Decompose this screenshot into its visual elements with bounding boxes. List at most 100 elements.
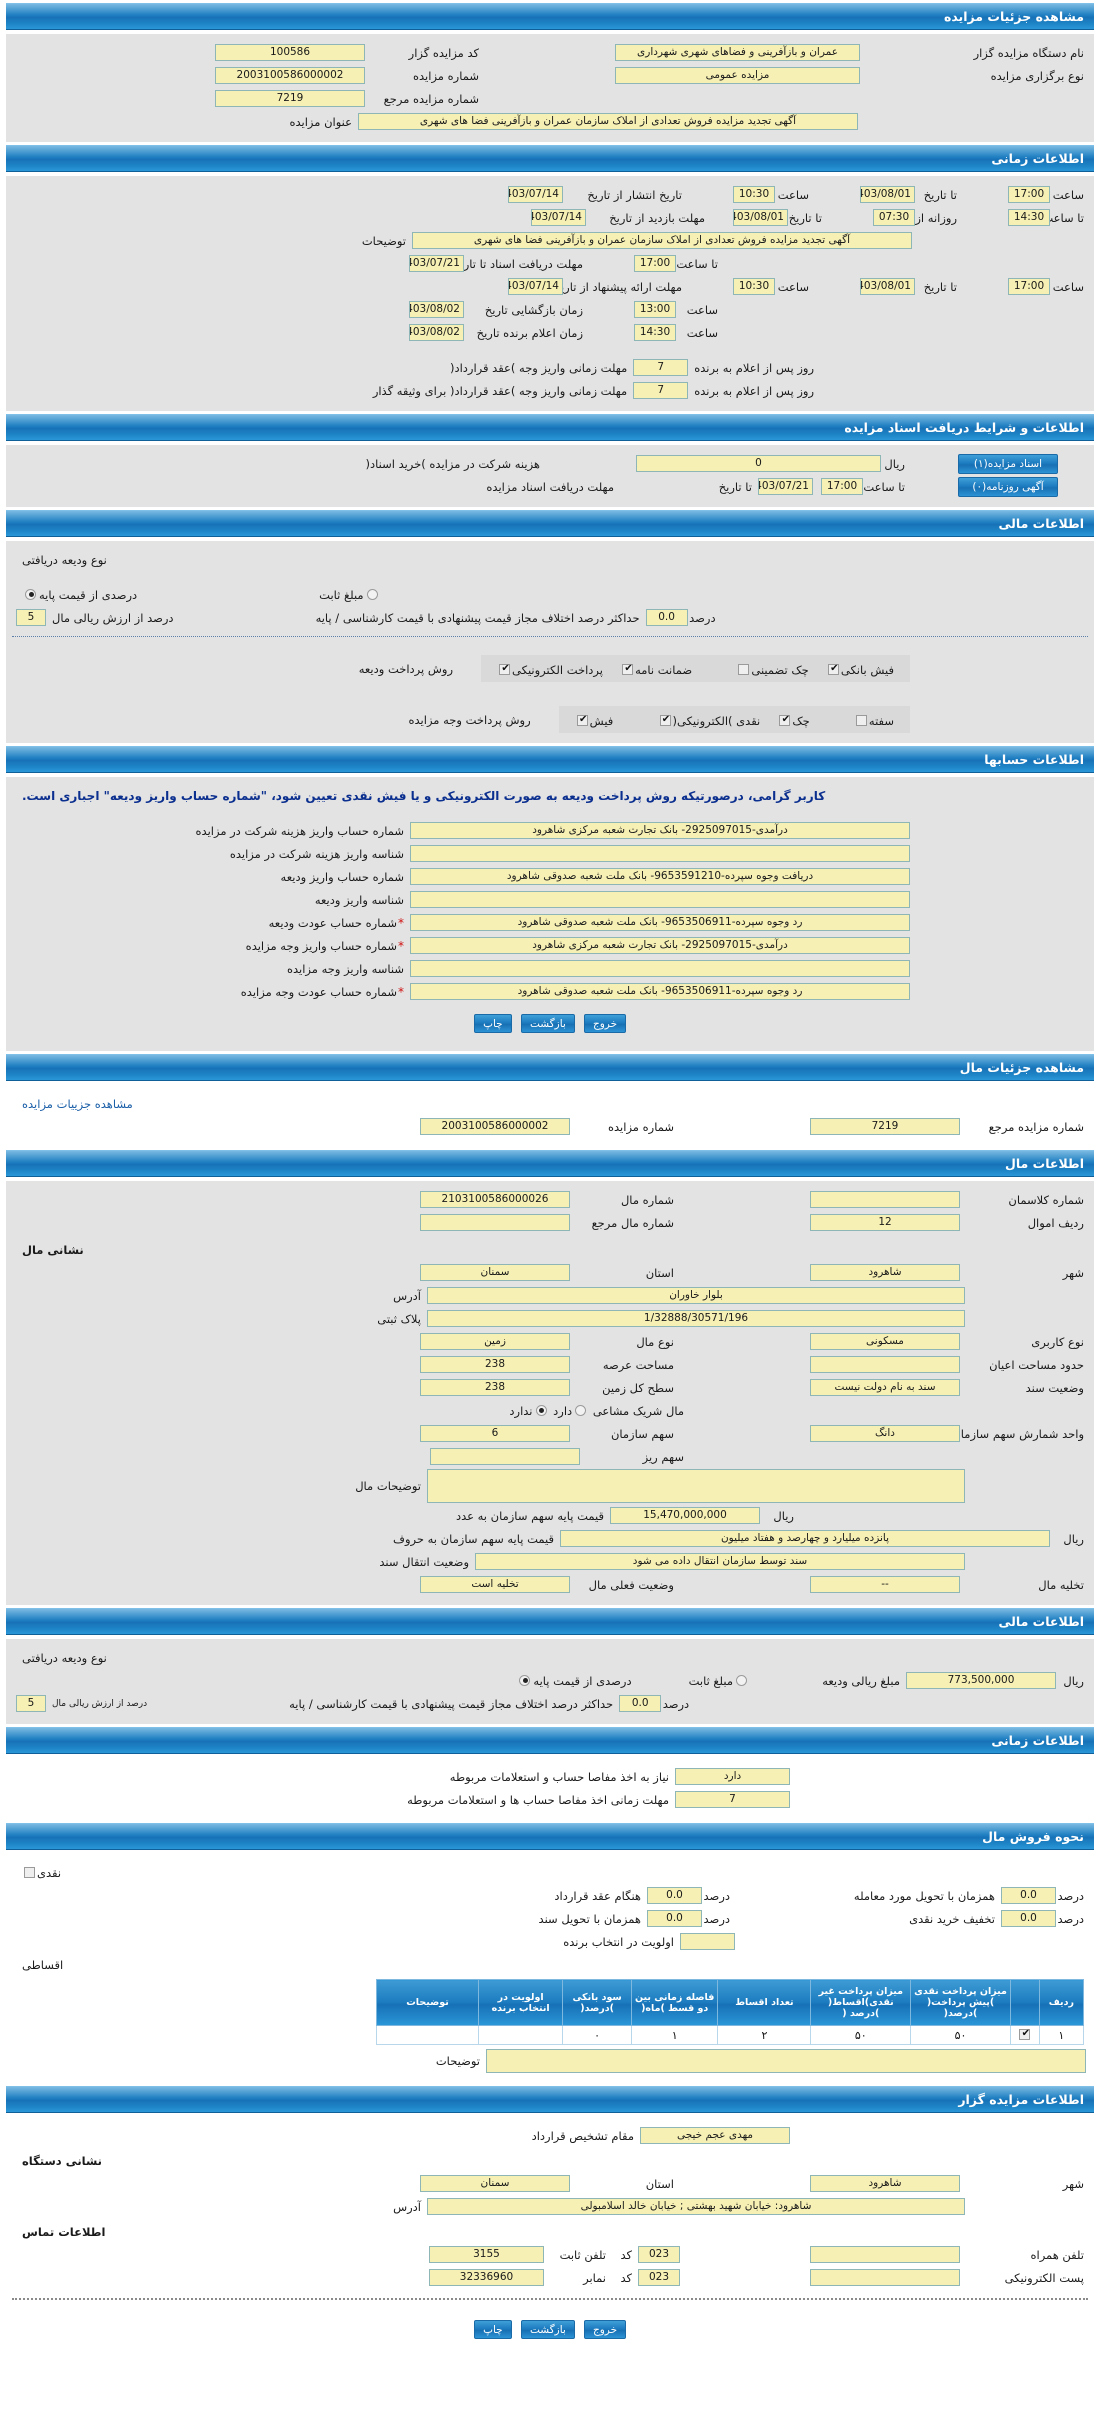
row-winner-announce-time: ساعت 14:30 زمان اعلام برنده تاریخ 1403/0… <box>10 322 1090 343</box>
label-offer-to-date: تا تاریخ <box>923 279 957 294</box>
value-fax-code: 023 <box>638 2269 680 2286</box>
value-payment-deadline-days: 7 <box>633 359 689 376</box>
label-contract-authority: مقام تشخیص قرارداد <box>531 2128 634 2143</box>
property-timing-panel: دارد نیاز به اخذ مفاصا حساب و استعلامات … <box>6 1758 1094 1820</box>
electronic-payment-checkbox[interactable] <box>499 662 511 676</box>
checkbox-cash-electronic-label: نقدی )الکترونیکی( <box>652 713 767 728</box>
value-publish-date: 1403/07/14 <box>508 186 563 203</box>
receipt-checkbox[interactable] <box>576 713 589 727</box>
label-evacuation: تخلیه مال <box>1038 1577 1084 1592</box>
label-receive-docs-hour: تا ساعت <box>676 256 718 271</box>
value-visit-to-date: 1403/08/01 <box>733 209 788 226</box>
deposit-methods-group: فیش بانکی چک تضمینی ضمانت نامه پرداخت ال… <box>481 655 910 682</box>
title-auctioneer-address: نشانی دستگاه <box>22 2153 102 2168</box>
row-property-description: توضیحات مال <box>10 1469 1090 1503</box>
auction-documents-button[interactable]: اسناد مزایده(۱) <box>958 453 1058 474</box>
value-visit-daily-from: 07:30 <box>873 209 915 226</box>
row-winner-priority: اولویت در انتخاب برنده <box>10 1931 1090 1952</box>
value-share-unit: دانگ <box>810 1425 960 1442</box>
row-account-2: دریافت وجوه سپرده-9653591210- بانک ملت ش… <box>10 866 1090 887</box>
value-auctioneer-org: عمران و بازآفرینی و فضاهای شهری شهرداری <box>615 44 860 61</box>
value-auctioneer-province: سمنان <box>420 2175 570 2192</box>
value-account-deposit-id <box>410 891 910 908</box>
exit-button-bottom[interactable]: خروج <box>583 2320 627 2339</box>
print-button-top[interactable]: چاپ <box>473 1014 512 1033</box>
label-offer-to-hour: ساعت <box>1052 279 1084 294</box>
th-index: ردیف <box>1038 1979 1085 2026</box>
value-email <box>810 2269 960 2286</box>
row-base-price: ریال 15,470,000,000 قیمت پایه سهم سازمان… <box>10 1505 1090 1526</box>
section-header-time-info: اطلاعات زمانی <box>6 145 1094 172</box>
checkbox-promissory-note-label: سفته <box>848 714 900 728</box>
section-header-sale-method: نحوه فروش مال <box>6 1823 1094 1850</box>
radio-fixed-amount[interactable] <box>366 588 378 600</box>
value-property-usage: مسکونی <box>810 1333 960 1350</box>
label-property-no: شماره مال <box>620 1192 674 1207</box>
label-payment-deadline2-post: روز پس از اعلام به برنده <box>694 383 814 398</box>
label-visit-to-date: تا تاریخ <box>788 210 822 225</box>
label-publish-to-date: تا تاریخ <box>923 187 957 202</box>
exit-button-top[interactable]: خروج <box>583 1014 627 1033</box>
th-priority: اولویت در انتخاب برنده <box>478 1979 564 2026</box>
value-with-delivery-doc: 0.0 <box>647 1910 702 1927</box>
bank-receipt-checkbox[interactable] <box>827 662 840 676</box>
back-button-top[interactable]: بازگشت <box>520 1014 575 1033</box>
label-publish-to-hour: ساعت <box>1052 187 1084 202</box>
row-account-7: رد وجوه سپرده-9653506911- بانک ملت شعبه … <box>10 981 1090 1002</box>
radio-property-percent-of-base[interactable] <box>519 1674 531 1686</box>
value-base-price-words: پانزده میلیارد و چهارصد و هفتاد میلیون <box>560 1530 1050 1547</box>
label-payment-deadline-pre: مهلت زمانی واریز وجه )عقد قرارداد( <box>450 360 628 375</box>
label-base-price-currency: ریال <box>773 1508 794 1523</box>
value-building-area <box>810 1356 960 1373</box>
value-evacuation: -- <box>810 1576 960 1593</box>
value-property-type: زمین <box>420 1333 570 1350</box>
value-auctioneer-address: شاهرود: خیابان شهید بهشتی ; خیابان خالد … <box>427 2198 965 2215</box>
checkbox-guarantee-letter-label: ضمانت نامه <box>614 662 698 677</box>
radio-property-fixed-amount[interactable] <box>736 1674 747 1686</box>
td-index: ۱ <box>1038 2025 1085 2045</box>
label-percent-unit-6: درصد <box>703 1911 730 1926</box>
label-land-area: مساحت عرصه <box>602 1357 674 1372</box>
value-offer-to-hour: 17:00 <box>1008 278 1050 295</box>
value-property-plate: 1/32888/30571/196 <box>427 1310 965 1327</box>
cheque-checkbox[interactable] <box>779 713 791 727</box>
td-select[interactable] <box>1009 2025 1040 2045</box>
back-button-bottom[interactable]: بازگشت <box>520 2320 575 2339</box>
promissory-note-checkbox[interactable] <box>855 715 867 726</box>
table-row: ۱ ۵۰ ۵۰ ۲ ۱ ۰ <box>375 2025 1085 2045</box>
label-auction-number: شماره مزایده <box>413 68 479 83</box>
row-property-numbers: شماره کلاسمان شماره مال 2103100586000026 <box>10 1189 1090 1210</box>
radio-shared-no[interactable] <box>535 1404 547 1416</box>
value-auction-title: آگهی تجدید مزایده فروش تعدادی از املاک س… <box>358 113 858 130</box>
newspaper-ad-button[interactable]: آگهی روزنامه(۰) <box>958 476 1058 497</box>
label-property-city: شهر <box>1062 1265 1084 1280</box>
row-property-total-area-docstatus: وضعیت سند سند به نام دولت نیست سطح کل زم… <box>10 1377 1090 1398</box>
label-sale-notes: توضیحات <box>435 2054 480 2068</box>
label-property-fixed-amount: مبلغ ثابت <box>683 1673 756 1689</box>
guarantee-cheque-checkbox[interactable] <box>738 664 750 675</box>
radio-percent-of-base[interactable] <box>25 588 36 600</box>
cash-checkbox[interactable] <box>24 1866 35 1878</box>
row-select-checkbox[interactable] <box>1019 2027 1031 2041</box>
radio-shared-yes[interactable] <box>575 1404 587 1416</box>
label-need-clearance: نیاز به اخذ مفاصا حساب و استعلامات مربوط… <box>449 1769 669 1784</box>
auction-details-panel: نام دستگاه مزایده گزار عمران و بازآفرینی… <box>6 34 1094 142</box>
title-installment: اقساطی <box>22 1957 64 1972</box>
guarantee-letter-checkbox[interactable] <box>622 662 634 676</box>
link-view-auction-details[interactable]: مشاهده جزییات مزایده <box>22 1096 133 1111</box>
value-visit-daily-to: 14:30 <box>1008 209 1050 226</box>
value-fax: 32336960 <box>429 2269 544 2286</box>
row-payment-deadline-collateral: روز پس از اعلام به برنده 7 مهلت زمانی وا… <box>10 380 1090 401</box>
value-deposit-percent: 5 <box>16 609 46 626</box>
row-with-delivery-doc: درصد 0.0 تخفیف خرید نقدی درصد 0.0 همزمان… <box>10 1908 1090 1929</box>
label-deposit-type: نوع ودیعه دریافتی <box>22 552 107 567</box>
property-button-bar: خروج بازگشت چاپ <box>10 2310 1090 2349</box>
print-button-bottom[interactable]: چاپ <box>473 2320 512 2339</box>
row-accounts-notice: کاربر گرامی، درصورتیکه روش پرداخت ودیعه … <box>10 785 1090 806</box>
cash-electronic-checkbox[interactable] <box>659 713 672 727</box>
label-property-deposit-type: نوع ودیعه دریافتی <box>22 1650 107 1665</box>
label-opening-hour: ساعت <box>686 302 718 317</box>
row-shared-property: مال شریک مشاعی دارد ندارد <box>10 1400 1090 1421</box>
value-doc-status: سند به نام دولت نیست <box>810 1379 960 1396</box>
checkbox-bank-receipt-label: فیش بانکی <box>820 662 900 677</box>
